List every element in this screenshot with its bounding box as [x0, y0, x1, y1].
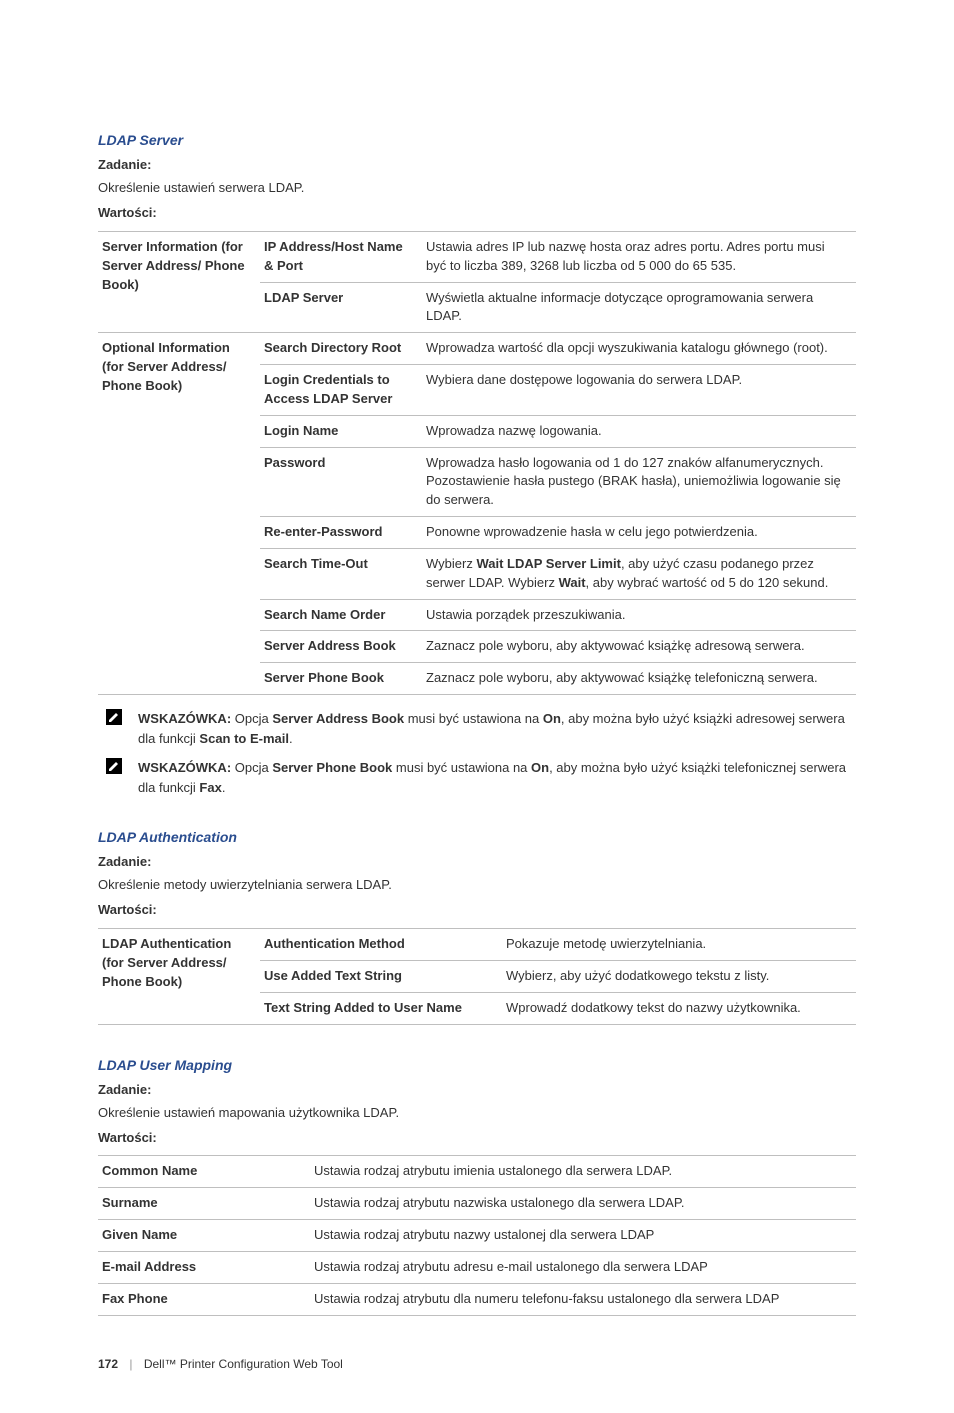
- pencil-icon: [106, 709, 122, 725]
- page-footer: 172 | Dell™ Printer Configuration Web To…: [98, 1356, 856, 1373]
- note-1: WSKAZÓWKA: Opcja Server Address Book mus…: [98, 709, 856, 748]
- setting-ip-port: IP Address/Host Name & Port: [260, 231, 422, 282]
- desc-login-name: Wprowadza nazwę logowania.: [422, 415, 856, 447]
- group-ldap-auth: LDAP Authentication (for Server Address/…: [98, 929, 260, 1025]
- desc-server-address-book: Zaznacz pole wyboru, aby aktywować książ…: [422, 631, 856, 663]
- setting-search-order: Search Name Order: [260, 599, 422, 631]
- values-label: Wartości:: [98, 1129, 856, 1148]
- desc-search-timeout: Wybierz Wait LDAP Server Limit, aby użyć…: [422, 548, 856, 599]
- desc-ldap-server: Wyświetla aktualne informacje dotyczące …: [422, 282, 856, 333]
- setting-password: Password: [260, 447, 422, 517]
- note-2-text: WSKAZÓWKA: Opcja Server Phone Book musi …: [138, 758, 856, 797]
- task-label: Zadanie:: [98, 853, 856, 872]
- task-text: Określenie ustawień mapowania użytkownik…: [98, 1104, 856, 1123]
- setting-reenter-password: Re-enter-Password: [260, 517, 422, 549]
- table-ldap-server: Server Information (for Server Address/ …: [98, 231, 856, 695]
- desc-given-name: Ustawia rodzaj atrybutu nazwy ustalonej …: [310, 1220, 856, 1252]
- desc-reenter-password: Ponowne wprowadzenie hasła w celu jego p…: [422, 517, 856, 549]
- desc-fax-phone: Ustawia rodzaj atrybutu dla numeru telef…: [310, 1283, 856, 1315]
- section-title-ldap-mapping: LDAP User Mapping: [98, 1055, 856, 1075]
- setting-search-timeout: Search Time-Out: [260, 548, 422, 599]
- setting-server-phone-book: Server Phone Book: [260, 663, 422, 695]
- desc-surname: Ustawia rodzaj atrybutu nazwiska ustalon…: [310, 1188, 856, 1220]
- desc-use-text-string: Wybierz, aby użyć dodatkowego tekstu z l…: [502, 960, 856, 992]
- desc-text-string-added: Wprowadź dodatkowy tekst do nazwy użytko…: [502, 992, 856, 1024]
- setting-email-address: E-mail Address: [98, 1251, 310, 1283]
- desc-ip-port: Ustawia adres IP lub nazwę hosta oraz ad…: [422, 231, 856, 282]
- group-optional-info: Optional Information (for Server Address…: [98, 333, 260, 695]
- desc-login-cred: Wybiera dane dostępowe logowania do serw…: [422, 365, 856, 416]
- setting-search-root: Search Directory Root: [260, 333, 422, 365]
- setting-given-name: Given Name: [98, 1220, 310, 1252]
- section-title-ldap-auth: LDAP Authentication: [98, 827, 856, 847]
- setting-login-name: Login Name: [260, 415, 422, 447]
- group-server-info: Server Information (for Server Address/ …: [98, 231, 260, 332]
- desc-password: Wprowadza hasło logowania od 1 do 127 zn…: [422, 447, 856, 517]
- setting-use-text-string: Use Added Text String: [260, 960, 502, 992]
- section-title-ldap-server: LDAP Server: [98, 130, 856, 150]
- desc-auth-method: Pokazuje metodę uwierzytelniania.: [502, 929, 856, 961]
- values-label: Wartości:: [98, 204, 856, 223]
- table-ldap-mapping: Common Name Ustawia rodzaj atrybutu imie…: [98, 1155, 856, 1315]
- task-text: Określenie metody uwierzytelniania serwe…: [98, 876, 856, 895]
- setting-server-address-book: Server Address Book: [260, 631, 422, 663]
- task-label: Zadanie:: [98, 156, 856, 175]
- pencil-icon: [106, 758, 122, 774]
- desc-email-address: Ustawia rodzaj atrybutu adresu e-mail us…: [310, 1251, 856, 1283]
- footer-title: Dell™ Printer Configuration Web Tool: [144, 1357, 343, 1371]
- setting-surname: Surname: [98, 1188, 310, 1220]
- desc-common-name: Ustawia rodzaj atrybutu imienia ustalone…: [310, 1156, 856, 1188]
- setting-text-string-added: Text String Added to User Name: [260, 992, 502, 1024]
- desc-search-order: Ustawia porządek przeszukiwania.: [422, 599, 856, 631]
- setting-auth-method: Authentication Method: [260, 929, 502, 961]
- task-text: Określenie ustawień serwera LDAP.: [98, 179, 856, 198]
- footer-separator: |: [129, 1357, 132, 1371]
- table-ldap-auth: LDAP Authentication (for Server Address/…: [98, 928, 856, 1025]
- note-2: WSKAZÓWKA: Opcja Server Phone Book musi …: [98, 758, 856, 797]
- setting-login-cred: Login Credentials to Access LDAP Server: [260, 365, 422, 416]
- note-1-text: WSKAZÓWKA: Opcja Server Address Book mus…: [138, 709, 856, 748]
- desc-search-root: Wprowadza wartość dla opcji wyszukiwania…: [422, 333, 856, 365]
- page-number: 172: [98, 1357, 118, 1371]
- setting-common-name: Common Name: [98, 1156, 310, 1188]
- setting-ldap-server: LDAP Server: [260, 282, 422, 333]
- setting-fax-phone: Fax Phone: [98, 1283, 310, 1315]
- desc-server-phone-book: Zaznacz pole wyboru, aby aktywować książ…: [422, 663, 856, 695]
- values-label: Wartości:: [98, 901, 856, 920]
- task-label: Zadanie:: [98, 1081, 856, 1100]
